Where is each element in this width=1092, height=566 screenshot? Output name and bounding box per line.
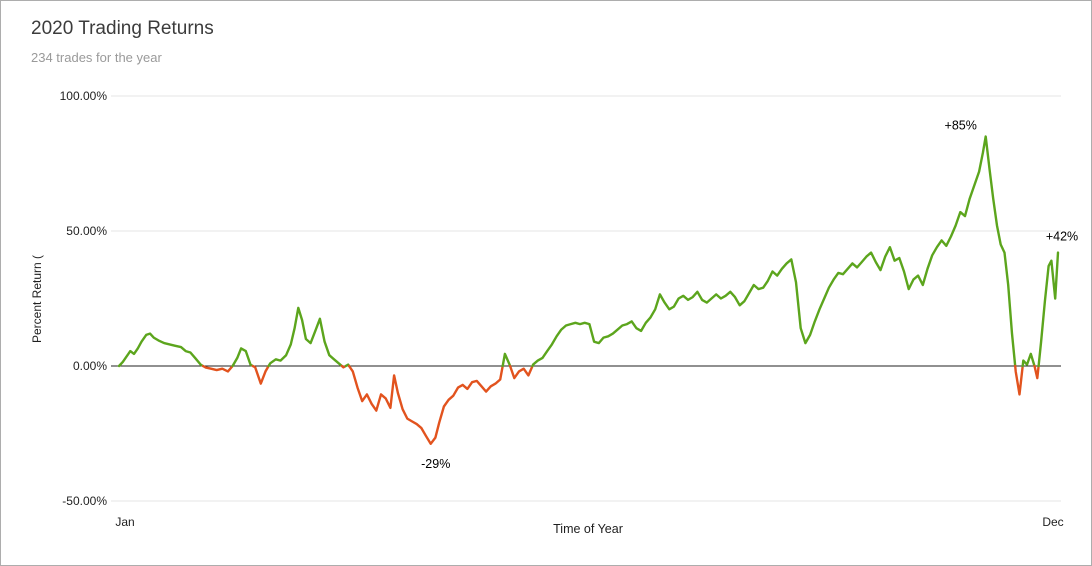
y-axis-title: Percent Return ( (30, 254, 44, 344)
line-segment-positive (1021, 352, 1036, 368)
line-segment-negative (201, 364, 234, 373)
x-tick-label: Jan (115, 515, 134, 529)
line-segment-positive (1037, 251, 1060, 368)
line-segment-positive (267, 306, 344, 368)
line-segment-negative (251, 364, 270, 385)
line-segment-positive (231, 347, 254, 368)
y-tick-label: -50.00% (62, 494, 107, 508)
line-segment-positive (501, 352, 512, 368)
y-tick-label: 50.00% (66, 224, 107, 238)
annotation-label: +85% (945, 119, 977, 133)
line-segment-negative (347, 364, 504, 445)
annotation-label: -29% (421, 457, 450, 471)
chart-title: 2020 Trading Returns (31, 18, 214, 39)
y-tick-label: 0.00% (73, 359, 107, 373)
line-segment-positive (531, 135, 1017, 368)
x-tick-label: Dec (1042, 515, 1063, 529)
line-segment-positive (117, 332, 205, 368)
annotation-label: +42% (1046, 230, 1078, 244)
line-segment-negative (1033, 364, 1040, 380)
x-axis-title: Time of Year (553, 522, 623, 536)
line-segment-negative (508, 364, 534, 380)
chart-subtitle: 234 trades for the year (31, 50, 162, 65)
line-segment-negative (1014, 364, 1024, 396)
y-tick-label: 100.00% (60, 89, 108, 103)
